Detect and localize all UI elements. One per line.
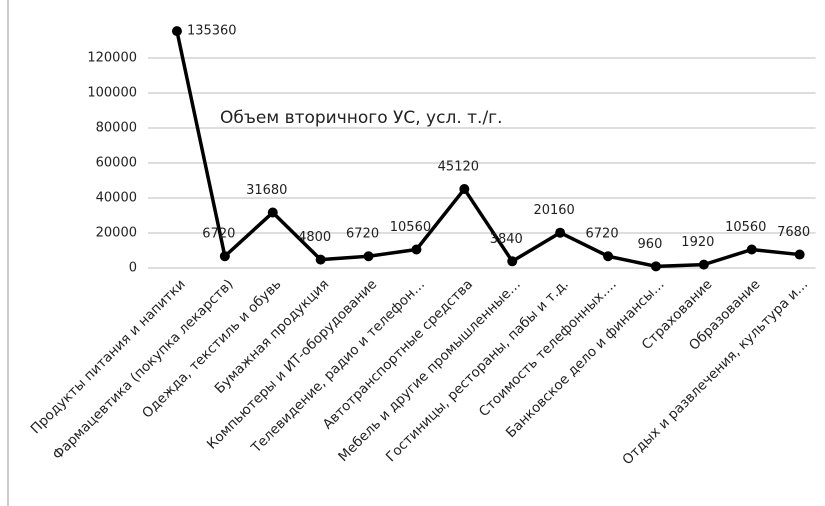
data-point [363,251,374,262]
data-point [555,227,566,238]
x-tick-label: Компьютеры и ИТ-оборудование [204,276,380,452]
data-label: 10560 [390,220,431,235]
data-label: 6720 [346,227,379,242]
data-point [794,249,805,260]
x-tick-label: Фармацевтика (покупка лекарств) [50,276,237,463]
y-tick-label: 40000 [96,191,137,206]
data-label: 1920 [681,235,714,250]
data-label: 20160 [533,203,574,218]
y-tick-label: 120000 [87,51,137,66]
y-tick-label: 80000 [96,121,137,136]
data-point [219,251,230,262]
data-label: 45120 [438,160,479,175]
data-point [746,244,757,255]
data-label: 6720 [202,227,235,242]
data-label: 7680 [777,225,810,240]
data-label: 4800 [298,230,331,245]
data-point [315,254,326,265]
data-point [267,207,278,218]
chart-title: Объем вторичного УС, усл. т./г. [220,108,503,128]
y-tick-label: 0 [129,261,137,276]
x-tick-label: Гостиницы, рестораны, пабы и т.д. [383,276,572,465]
data-point [459,184,470,195]
x-tick-label: Мебель и другие промышленные… [335,276,524,465]
data-label: 960 [638,237,663,252]
y-tick-label: 20000 [96,226,137,241]
data-label: 31680 [246,183,287,198]
y-tick-label: 60000 [96,156,137,171]
data-label: 6720 [586,227,619,242]
data-label: 10560 [725,220,766,235]
data-point [698,259,709,270]
data-point [171,26,182,37]
data-point [650,261,661,272]
y-tick-label: 100000 [87,86,137,101]
data-line [175,30,800,269]
data-label: 3840 [490,232,523,247]
data-point [507,256,518,267]
data-label: 135360 [187,24,237,39]
data-point [603,251,614,262]
x-tick-label: Телевидение, радио и телефон… [248,276,428,456]
data-point [411,244,422,255]
